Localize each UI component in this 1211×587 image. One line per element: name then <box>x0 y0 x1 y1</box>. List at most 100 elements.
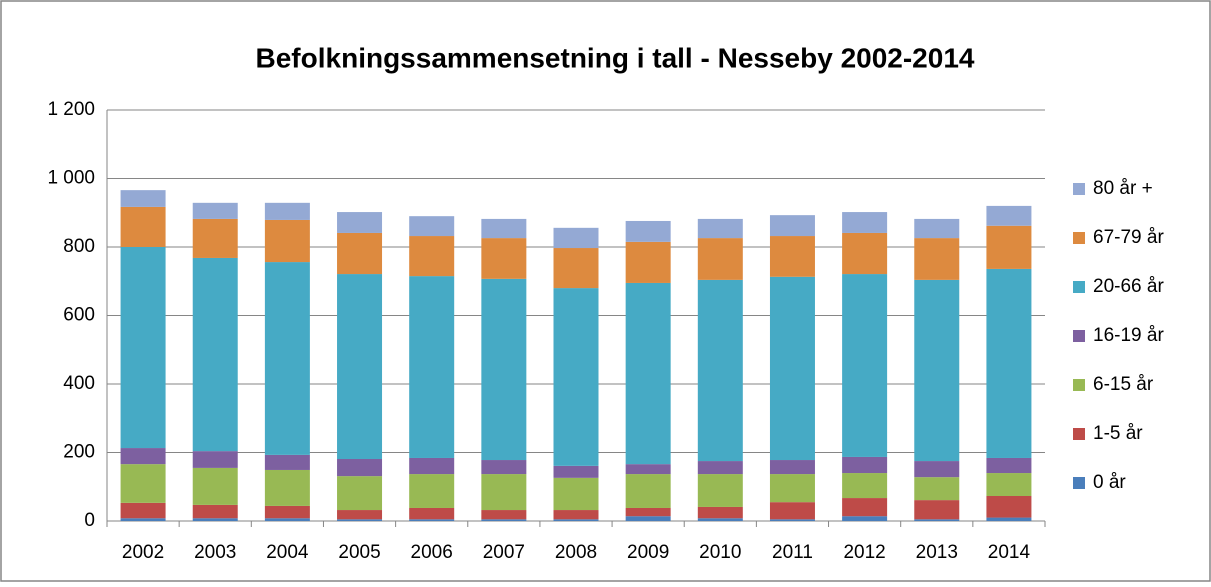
x-tick-label: 2011 <box>772 542 813 563</box>
bar-segment <box>481 510 527 520</box>
bar-segment <box>769 236 815 277</box>
bar-segment <box>409 474 455 508</box>
bar-segment <box>842 274 888 457</box>
bar-segment <box>409 236 455 277</box>
bar-segment <box>625 464 671 475</box>
bar-segment <box>192 504 238 519</box>
bar-segment <box>192 218 238 258</box>
bar-segment <box>914 519 960 521</box>
bar-segment <box>120 518 166 521</box>
legend-swatch <box>1073 232 1085 244</box>
bar-segment <box>625 220 671 242</box>
bar-segment <box>986 268 1032 458</box>
bar-segment <box>337 274 383 460</box>
bar-segment <box>842 456 888 474</box>
bar-segment <box>337 459 383 477</box>
bar-segment <box>914 238 960 280</box>
bar-segment <box>842 232 888 275</box>
y-tick-label: 800 <box>63 236 95 257</box>
bar-segment <box>914 461 960 478</box>
chart-title: Befolkningssammensetning i tall - Nesseb… <box>256 42 975 73</box>
bar-segment <box>986 517 1032 521</box>
bar-segment <box>481 460 527 475</box>
y-tick-label: 400 <box>63 373 95 394</box>
bar-segment <box>697 461 743 475</box>
bar-segment <box>769 460 815 475</box>
bar-segment <box>337 510 383 520</box>
legend-label: 0 år <box>1093 472 1126 493</box>
bar-segment <box>120 206 166 247</box>
bar-segment <box>986 457 1032 474</box>
x-tick-label: 2008 <box>555 542 597 563</box>
legend-swatch <box>1073 281 1085 293</box>
bar-segment <box>337 212 383 233</box>
bar-segment <box>697 506 743 519</box>
x-tick-label: 2013 <box>916 542 958 563</box>
bar-segment <box>264 202 310 220</box>
x-tick-label: 2014 <box>988 542 1031 563</box>
bar-segment <box>697 238 743 280</box>
bar-segment <box>625 516 671 521</box>
bar-segment <box>120 190 166 207</box>
bar-segment <box>914 218 960 239</box>
legend-label: 20-66 år <box>1093 276 1164 297</box>
legend-label: 80 år + <box>1093 178 1153 199</box>
bar-segment <box>409 216 455 237</box>
bar-segment <box>481 218 527 239</box>
bar-segment <box>264 262 310 455</box>
bar-segment <box>553 519 599 521</box>
bar-segment <box>986 205 1032 226</box>
legend-swatch <box>1073 477 1085 489</box>
legend-swatch <box>1073 428 1085 440</box>
bar-segment <box>409 276 455 458</box>
bar-segment <box>192 257 238 452</box>
x-tick-label: 2002 <box>122 542 164 563</box>
legend-label: 6-15 år <box>1093 374 1154 395</box>
bar-segment <box>553 465 599 478</box>
bar-segment <box>914 279 960 462</box>
bar-segment <box>264 469 310 506</box>
y-tick-label: 0 <box>84 510 95 531</box>
bar-segment <box>409 507 455 520</box>
bar-segment <box>337 519 383 521</box>
x-tick-label: 2012 <box>843 542 885 563</box>
x-tick-label: 2009 <box>627 542 669 563</box>
bar-segment <box>192 518 238 521</box>
x-tick-label: 2005 <box>338 542 380 563</box>
bar-segment <box>914 477 960 501</box>
y-tick-label: 600 <box>63 305 95 326</box>
y-tick-label: 1 200 <box>47 99 95 120</box>
bar-segment <box>481 278 527 461</box>
bar-segment <box>120 247 166 449</box>
bar-segment <box>769 276 815 461</box>
bar-segment <box>409 457 455 475</box>
x-tick-label: 2004 <box>266 542 309 563</box>
bar-segment <box>553 477 599 511</box>
legend-label: 16-19 år <box>1093 325 1164 346</box>
bar-segment <box>337 232 383 275</box>
bar-segment <box>625 507 671 517</box>
bar-segment <box>697 474 743 507</box>
bar-segment <box>192 202 238 219</box>
bar-segment <box>842 516 888 521</box>
bar-segment <box>914 500 960 520</box>
bar-segment <box>986 225 1032 269</box>
x-tick-label: 2010 <box>699 542 741 563</box>
bar-segment <box>553 510 599 520</box>
bar-segment <box>120 464 166 503</box>
y-tick-label: 1 000 <box>47 168 95 189</box>
bar-segment <box>769 474 815 503</box>
bar-segment <box>192 451 238 468</box>
legend-swatch <box>1073 379 1085 391</box>
bar-segment <box>769 502 815 520</box>
bar-segment <box>842 212 888 233</box>
bar-segment <box>553 288 599 466</box>
bar-segment <box>120 448 166 465</box>
bar-segment <box>625 241 671 283</box>
x-tick-label: 2006 <box>411 542 453 563</box>
bar-segment <box>842 473 888 499</box>
y-tick-label: 200 <box>63 442 95 463</box>
bar-segment <box>409 519 455 521</box>
legend-swatch <box>1073 183 1085 195</box>
